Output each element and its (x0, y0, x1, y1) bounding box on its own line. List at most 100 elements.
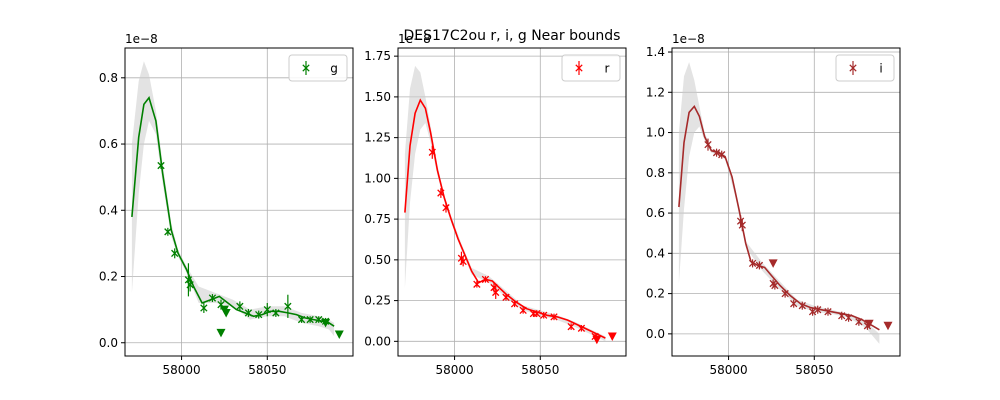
upper-limit-marker (607, 332, 617, 341)
y-tick-label: 0.6 (99, 137, 118, 151)
y-tick-label: 0.0 (99, 336, 118, 350)
data-point (790, 300, 798, 308)
upper-limit-marker (864, 319, 874, 329)
axis-scale-label: 1e−8 (672, 32, 705, 46)
data-point (481, 275, 490, 284)
upper-limit-marker (883, 321, 893, 331)
data-point (844, 314, 853, 322)
axes-frame (671, 47, 901, 357)
data-point (704, 140, 712, 149)
y-tick-label: 1.0 (646, 126, 665, 140)
legend-marker (575, 64, 583, 72)
y-tick-label: 0.25 (364, 294, 391, 308)
data-point (798, 302, 806, 310)
data-point (297, 315, 306, 324)
y-tick-label: 0.2 (99, 270, 118, 284)
legend-label: g (330, 62, 338, 76)
legend-box (288, 54, 348, 82)
data-point (255, 310, 263, 319)
data-point (502, 293, 510, 301)
x-tick-label: 58050 (521, 363, 559, 377)
axis-scale-label: 1e−8 (125, 32, 158, 46)
legend-label: r (605, 62, 610, 76)
data-point (748, 259, 757, 268)
figure-title: DES17C2ou r, i, g Near bounds (404, 28, 621, 44)
data-point (459, 257, 467, 266)
y-tick-label: 1.4 (646, 45, 665, 59)
y-tick-label: 0.6 (646, 206, 665, 220)
legend-box (561, 54, 621, 82)
data-point (272, 309, 280, 317)
data-point (855, 318, 863, 326)
data-point (781, 289, 789, 298)
data-point (540, 311, 548, 319)
data-point (755, 261, 764, 270)
y-tick-label: 0.0 (646, 327, 665, 341)
panel-g-band: 58000 58050 0.0 0.2 0.4 0.6 0.8 1e−8 g (99, 32, 354, 377)
data-point (550, 313, 558, 321)
legend-marker (849, 64, 857, 72)
data-point (718, 151, 726, 159)
x-tick-label: 58050 (795, 363, 833, 377)
axes-frame (124, 47, 354, 357)
y-tick-label: 0.4 (646, 246, 665, 260)
data-point (236, 302, 244, 310)
y-tick-label: 1.2 (646, 85, 665, 99)
data-point (519, 306, 527, 315)
y-tick-label: 1.75 (364, 49, 391, 63)
y-tick-label: 0.75 (364, 212, 391, 226)
y-tick-label: 0.50 (364, 253, 391, 267)
axes-frame (397, 47, 627, 357)
data-point (428, 148, 436, 156)
data-point (200, 304, 208, 312)
data-point (771, 281, 779, 290)
legend-box (835, 54, 895, 82)
y-tick-label: 1.50 (364, 90, 391, 104)
panel-r-band: 58000 58050 0.00 0.25 0.50 0.75 1.00 1.25 1.50 1.… (364, 32, 627, 377)
upper-limit-marker (768, 259, 778, 268)
data-point (442, 204, 450, 212)
legend-label: i (879, 62, 882, 76)
x-tick-label: 58000 (162, 363, 200, 377)
data-point (473, 280, 481, 288)
y-tick-label: 0.8 (646, 166, 665, 180)
data-point (263, 305, 271, 314)
data-point (533, 309, 541, 318)
uncertainty-band (678, 62, 880, 344)
data-point (171, 249, 179, 257)
data-point (577, 324, 586, 332)
axis-scale-label: 1e−8 (398, 32, 431, 46)
x-tick-label: 58000 (435, 363, 473, 377)
upper-limit-marker (592, 335, 602, 345)
data-point (437, 189, 445, 197)
data-point (814, 306, 822, 314)
y-tick-label: 0.2 (646, 287, 665, 301)
upper-limit-marker (216, 328, 226, 338)
data-point (510, 300, 519, 308)
x-tick-label: 58050 (248, 363, 286, 377)
y-tick-label: 0.8 (99, 71, 118, 85)
data-point (567, 323, 575, 331)
data-point (186, 281, 194, 289)
upper-limit-marker (321, 318, 331, 328)
upper-limit-marker (221, 308, 231, 318)
y-tick-label: 1.00 (364, 171, 391, 185)
data-point (824, 308, 832, 316)
y-tick-label: 0.00 (364, 334, 391, 348)
upper-limit-marker (334, 330, 344, 339)
y-tick-label: 1.25 (364, 131, 391, 145)
legend-marker (302, 64, 310, 72)
data-point (315, 315, 323, 324)
data-point (808, 308, 817, 316)
data-point (208, 294, 217, 302)
data-point (306, 315, 314, 324)
data-point (157, 161, 165, 170)
data-point (284, 302, 292, 310)
data-point (738, 221, 746, 229)
panel-i-band: 58000 58050 0.0 0.2 0.4 0.6 0.8 1.0 1.2 1.4 1e−8 i (646, 32, 901, 377)
data-point (838, 312, 846, 320)
y-tick-label: 0.4 (99, 203, 118, 217)
data-point (712, 149, 721, 157)
data-point (244, 309, 253, 317)
